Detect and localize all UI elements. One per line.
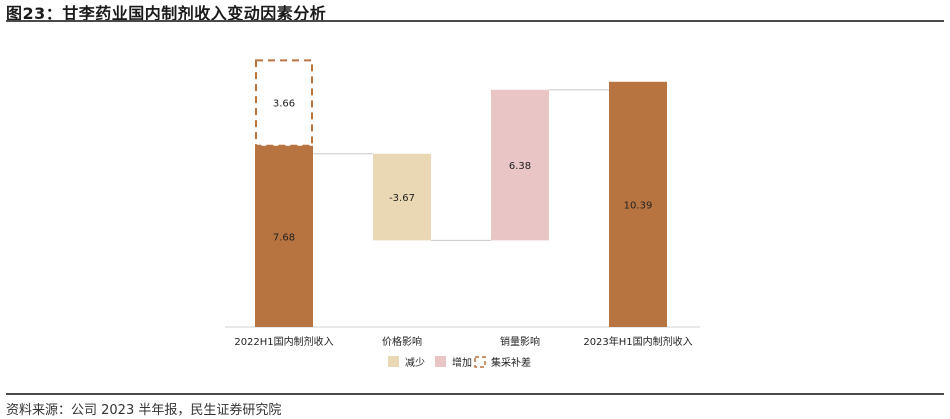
category-label-1: 2022H1国内制剂收入 (234, 335, 333, 348)
bar-labels: 7.68 3.66 -3.67 6.38 10.39 (273, 99, 652, 244)
top-rule (6, 20, 944, 22)
figure-title: 图23：甘李药业国内制剂收入变动因素分析 (6, 4, 327, 23)
legend-swatch-collection (474, 356, 486, 368)
legend-label-increase: 增加 (452, 356, 472, 369)
data-label-2: 3.66 (273, 99, 295, 110)
bar-increase-4 (491, 89, 549, 241)
bar-collection-makeup (255, 59, 313, 147)
data-label-4: 6.38 (509, 161, 531, 172)
bottom-rule (6, 393, 944, 395)
legend-swatch-increase (435, 356, 446, 367)
connector-lines (313, 89, 609, 241)
category-label-2: 价格影响 (382, 335, 422, 348)
bars (255, 59, 667, 328)
data-label-3: -3.67 (389, 193, 415, 204)
category-ticks: 2022H1国内制剂收入 价格影响 销量影响 2023年H1国内制剂收入 (234, 335, 692, 348)
waterfall-chart: 7.68 3.66 -3.67 6.38 10.39 2022H1国内制剂收入 价格影响 销… (225, 59, 700, 369)
data-label-1: 7.68 (273, 232, 295, 243)
data-label-5: 10.39 (624, 200, 653, 211)
category-label-4: 2023年H1国内制剂收入 (583, 335, 692, 348)
legend-label-decrease: 减少 (405, 357, 425, 369)
legend: 减少 增加 集采补差 (388, 356, 531, 369)
source-note: 资料来源：公司 2023 半年报，民生证券研究院 (6, 403, 282, 418)
legend-swatch-decrease (388, 356, 399, 367)
bar-total-1 (255, 145, 313, 327)
legend-label-collection: 集采补差 (491, 356, 531, 369)
bar-total-5 (609, 81, 667, 328)
bar-decrease-3 (373, 153, 431, 241)
category-label-3: 销量影响 (500, 335, 540, 348)
